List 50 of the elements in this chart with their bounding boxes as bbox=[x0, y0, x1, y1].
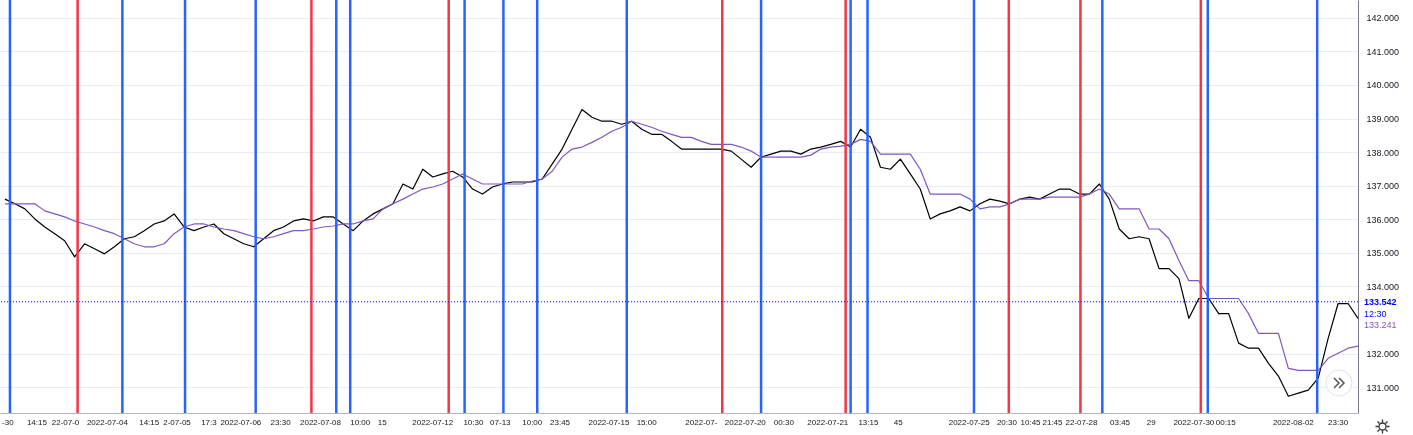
x-tick-label: 29 bbox=[1146, 418, 1157, 427]
x-tick-label: 22-07-28 bbox=[1065, 418, 1099, 427]
x-tick-label: 00:30 bbox=[773, 418, 795, 427]
x-tick-label: 2022-07-12 bbox=[412, 418, 454, 427]
x-tick-label: 15:00 bbox=[636, 418, 658, 427]
x-tick-label: 2022-07-04 bbox=[86, 418, 129, 427]
x-tick-label: 2022-07-15 bbox=[588, 418, 630, 427]
x-tick-label: 2022-07-08 bbox=[299, 418, 342, 427]
x-tick-label: 45 bbox=[893, 418, 904, 427]
y-tick-label: 142.000 bbox=[1366, 13, 1400, 24]
y-tick-label: 134.000 bbox=[1366, 281, 1400, 292]
x-tick-label: 20:30 bbox=[996, 418, 1018, 427]
x-tick-label: -30 bbox=[2, 418, 15, 427]
x-tick-label: 2022-07-21 bbox=[807, 418, 849, 427]
x-tick-label: 00:15 bbox=[1215, 418, 1237, 427]
x-tick-label: 2022-07-25 bbox=[948, 418, 991, 427]
x-tick-label: 10:00 bbox=[522, 418, 543, 427]
x-tick-label: 17:3 bbox=[201, 418, 218, 427]
x-tick-label: 07-13 bbox=[490, 418, 512, 427]
y-tick-label: 141.000 bbox=[1366, 46, 1400, 57]
y-tick-label: 139.000 bbox=[1366, 114, 1400, 125]
x-tick-label: 14:15 bbox=[139, 418, 160, 427]
x-tick-label: 2022-07- bbox=[685, 418, 718, 427]
x-tick-label: 10:00 bbox=[350, 418, 371, 427]
x-tick-label: 14:15 bbox=[26, 418, 48, 427]
y-tick-label: 131.000 bbox=[1366, 382, 1400, 393]
x-tick-label: 15 bbox=[377, 418, 388, 427]
x-tick-label: 2022-07-06 bbox=[220, 418, 262, 427]
x-tick-label: 2022-07-20 bbox=[724, 418, 767, 427]
x-tick-label: 23:30 bbox=[270, 418, 292, 427]
y-tick-label: 138.000 bbox=[1366, 147, 1400, 158]
x-tick-label: 23:45 bbox=[550, 418, 571, 427]
y-tick-label: 137.000 bbox=[1366, 181, 1400, 192]
x-tick-label: 2022-07-30 bbox=[1173, 418, 1215, 427]
x-tick-label: 22-07-0 bbox=[51, 418, 80, 427]
text: 133.241 bbox=[1364, 319, 1397, 330]
x-tick-label: 23:30 bbox=[1328, 418, 1349, 427]
y-tick-label: 135.000 bbox=[1366, 248, 1400, 259]
y-tick-label: 140.000 bbox=[1366, 80, 1400, 91]
x-tick-label: 21:45 bbox=[1042, 418, 1064, 427]
x-tick-label: 13:15 bbox=[858, 418, 879, 427]
x-tick-label: 10:30 bbox=[463, 418, 484, 427]
x-tick-label: 10:45 bbox=[1020, 418, 1042, 427]
x-tick-label: 2-07-05 bbox=[163, 418, 192, 427]
text: 12:30 bbox=[1364, 308, 1387, 319]
y-tick-label: 132.000 bbox=[1366, 349, 1400, 360]
y-tick-label: 136.000 bbox=[1366, 214, 1400, 225]
ref-line-label: 133.542 bbox=[1364, 296, 1397, 307]
x-tick-label: 2022-08-02 bbox=[1272, 418, 1315, 427]
x-tick-label: 03:45 bbox=[1110, 418, 1131, 427]
